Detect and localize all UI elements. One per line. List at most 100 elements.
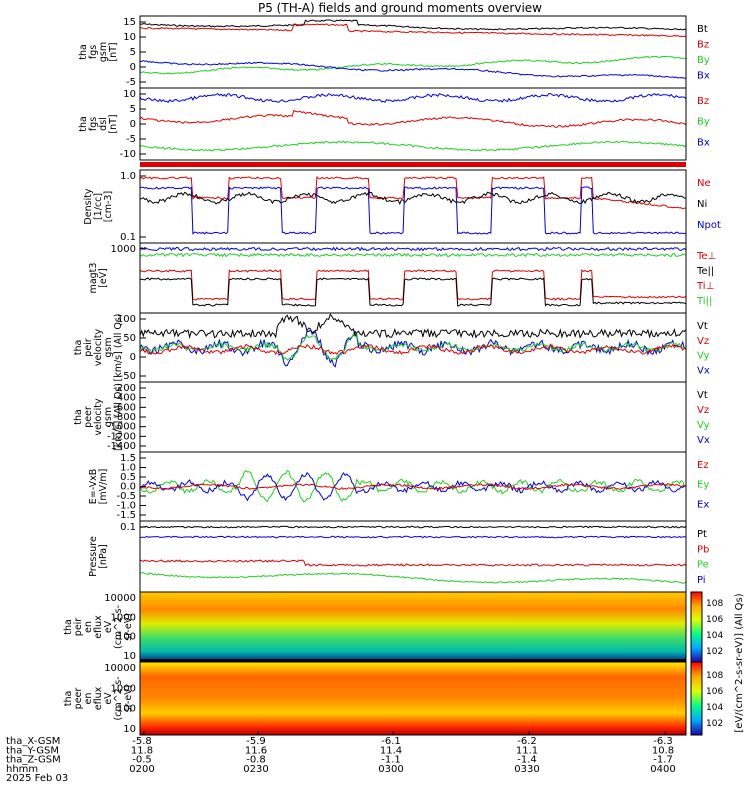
series-pe [139, 572, 687, 584]
tick-label: 100 [117, 314, 136, 325]
x-value: -0.8 [246, 755, 266, 766]
series-bx [139, 92, 687, 103]
panel-ylabel: Pressure [nPa] [88, 536, 109, 577]
ylabel-line: eV [103, 620, 114, 633]
legend-vz: Vz [697, 405, 709, 416]
legend-ey: Ey [697, 480, 709, 491]
ylabel-line: [1/cc] [93, 193, 104, 220]
legend-bx: Bx [697, 71, 710, 82]
panel-ylabel: tha peir en eflux eV (cm^2-s-sr-eV) [63, 605, 134, 649]
x-value: -5.9 [246, 736, 266, 747]
ylabel-line: peir [83, 338, 94, 357]
panel-ylabel: tha fgs dsl [nT] [78, 114, 119, 133]
series-ni [139, 191, 687, 206]
tick-label: 100 [117, 704, 136, 715]
legend-bt: Bt [697, 24, 708, 35]
x-row-label: hhmm [6, 764, 38, 775]
x-value: -1.7 [653, 755, 673, 766]
series-bz [139, 23, 687, 38]
legend-vy: Vy [697, 351, 710, 362]
spectrogram [140, 592, 686, 662]
ylabel-line: tha [78, 116, 89, 132]
red-band [140, 162, 686, 167]
panel-peir_en: tha peir en eflux eV (cm^2-s-sr-eV)1000010001… [63, 591, 687, 663]
ylabel-line: Density [83, 188, 94, 224]
ylabel-line: en [83, 621, 94, 633]
tick-label: 1000 [111, 683, 136, 694]
ylabel-line: eV [103, 692, 114, 705]
x-value: 11.8 [131, 745, 153, 756]
panel-frame [139, 661, 687, 736]
ylabel-line: gsm [98, 42, 109, 62]
ylabel-line: tha [73, 340, 84, 356]
panel-fgs_dsl: tha fgs dsl [nT] 10 5 0 -5 -10 Bz By Bx [78, 87, 710, 161]
colorbar-tick: 102 [706, 647, 723, 657]
legend-ex: Ex [697, 499, 709, 510]
x-value: 0300 [378, 764, 403, 775]
ylabel-line: tha [63, 691, 74, 707]
series-pt [139, 525, 687, 529]
series-vt [139, 313, 687, 340]
colorbar-tick: 108 [706, 671, 723, 681]
ylabel-line: sr-eV) [123, 685, 134, 713]
colorbar-tick: 104 [706, 631, 723, 641]
tick-label: 1.0 [120, 463, 136, 474]
legend-pe: Pe [697, 560, 709, 571]
series-pi [139, 535, 687, 539]
tick-label: 1.5 [120, 453, 136, 464]
legend-vy: Vy [697, 420, 710, 431]
colorbar-top [690, 591, 703, 663]
legend-ez: Ez [697, 460, 709, 471]
panel-frame [139, 520, 687, 593]
series-ti-par [139, 276, 687, 307]
series-ex [139, 471, 687, 502]
series-vz [139, 343, 687, 356]
tick-label: -1200 [107, 431, 136, 442]
x-value: -6.3 [653, 736, 673, 747]
series-te-par [139, 252, 687, 258]
colorbar-tick: 106 [706, 687, 723, 697]
panel-ylabel: tha fgs gsm [nT] [78, 42, 119, 62]
tick-label: -1400 [107, 441, 136, 452]
tick-label: 0.0 [120, 482, 136, 493]
tick-label: 10000 [104, 593, 136, 604]
tick-label: -1.0 [116, 501, 136, 512]
legend-npot: Npot [697, 220, 721, 231]
tick-label: 1.0 [120, 171, 136, 182]
panel-frame [139, 169, 687, 244]
tick-label: 0 [130, 352, 136, 363]
figure-title: P5 (TH-A) fields and ground moments over… [258, 1, 542, 15]
panel-peir_vel: tha peir velocity gsm [km/s] (All Qs)100 50 0 -… [73, 312, 710, 383]
series-bt [139, 19, 687, 31]
x-row-label: tha_Y-GSM [6, 745, 59, 756]
ylabel-line: (cm^2-s- [113, 605, 124, 649]
ylabel-line: [km/s] (All Qs) [113, 383, 124, 451]
ylabel-line: [nT] [108, 114, 119, 133]
panel-peer_en: tha peer en eflux eV (cm^2-s-sr-eV) 10000 1000 1… [63, 661, 687, 736]
spectrogram-edge [140, 659, 686, 662]
tick-label: -200 [113, 383, 136, 394]
colorbar-tick: 106 [706, 615, 723, 625]
colorbar: 108 106 104 102 108 106 104 102 [eV/(cm^2-s-sr-e… [690, 591, 745, 736]
series-ez [139, 483, 687, 490]
ylabel-line: eflux [93, 615, 104, 639]
panel-ylabel: E=-VxB [mV/m] [88, 469, 109, 505]
tick-label: -5 [126, 134, 136, 145]
x-row-label: tha_Z-GSM [6, 755, 61, 766]
legend-by: By [697, 117, 710, 128]
tick-label: -1000 [107, 422, 136, 433]
ylabel-line: [nPa] [98, 544, 109, 569]
ylabel-line: [km/s] (All Qs) [113, 314, 124, 382]
ylabel-line: tha [63, 619, 74, 635]
series-bx [139, 60, 686, 79]
x-value: 10.8 [652, 745, 674, 756]
x-value: 11.4 [380, 745, 402, 756]
legend-pt: Pt [697, 529, 707, 540]
ylabel-line: gsm [103, 407, 114, 427]
panel-ylabel: magt3 [eV] [88, 263, 109, 294]
colorbar-tick: 104 [706, 703, 723, 713]
x-value: 11.1 [516, 745, 538, 756]
ylabel-line: gsm [103, 337, 114, 357]
